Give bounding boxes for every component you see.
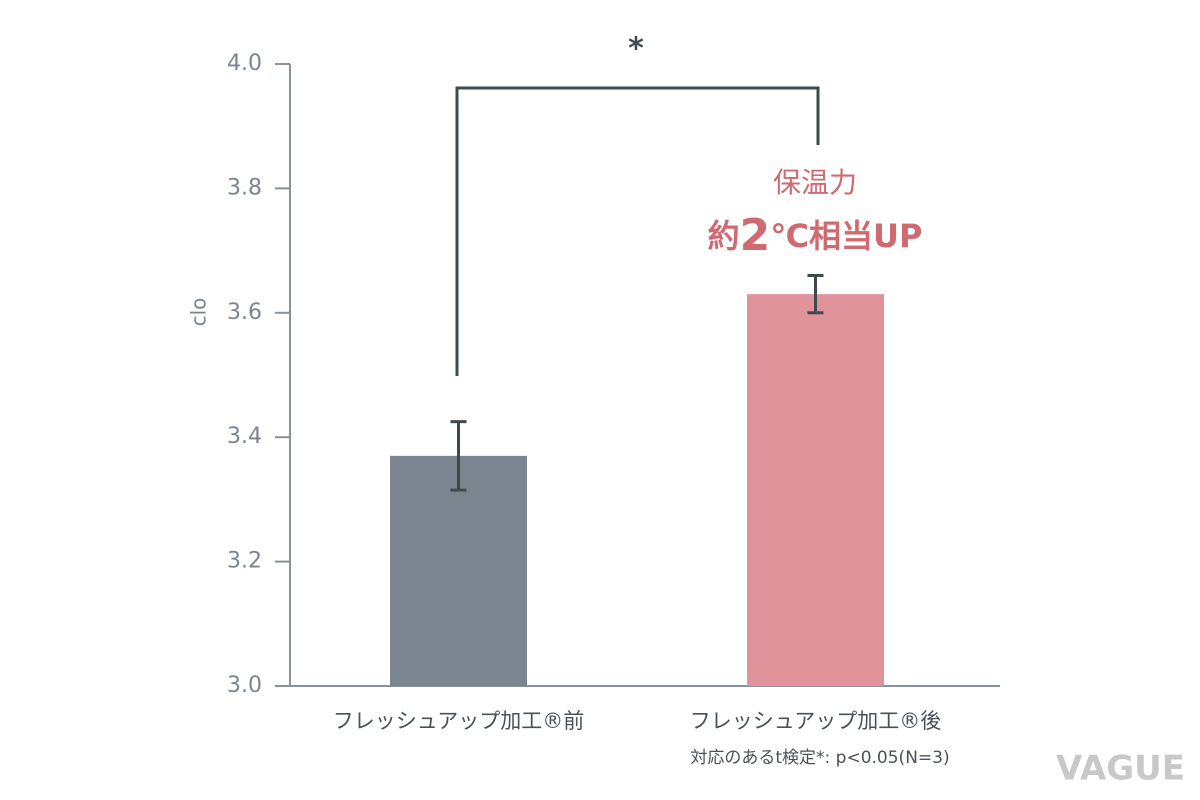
annotation: 約2℃相当UP — [708, 210, 923, 261]
significance-mark: * — [628, 32, 644, 67]
x-tick-label: フレッシュアップ加工®前 — [333, 709, 585, 733]
x-tick-label: フレッシュアップ加工®後 — [690, 709, 942, 733]
y-tick-label: 4.0 — [227, 51, 262, 76]
annotation: 保温力 — [773, 166, 857, 199]
y-tick-label: 3.4 — [227, 424, 262, 449]
annotation-part: 2 — [740, 210, 771, 261]
watermark: VAGUE — [1056, 749, 1185, 789]
bar — [390, 455, 527, 686]
error-bar — [450, 420, 467, 492]
annotation-part: ℃相当UP — [770, 217, 922, 255]
y-tick-label: 3.6 — [227, 300, 262, 325]
significance-bracket — [455, 86, 820, 376]
y-tick-label: 3.0 — [227, 673, 262, 698]
annotation-part: 約 — [708, 217, 740, 255]
y-axis-label: clo — [187, 298, 211, 327]
error-bar — [807, 273, 824, 315]
y-tick-label: 3.8 — [227, 175, 262, 200]
footnote: 対応のあるt検定*: p<0.05(N=3) — [690, 748, 949, 768]
bar — [747, 294, 884, 686]
y-tick-label: 3.2 — [227, 549, 262, 574]
